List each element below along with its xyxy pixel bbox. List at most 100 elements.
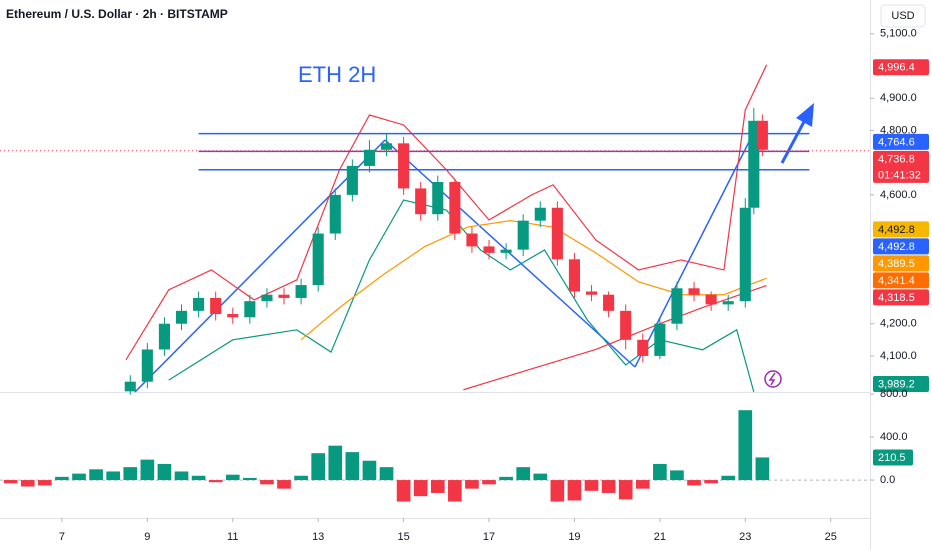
candle-body (603, 294, 615, 311)
y-tick-label: 4,200.0 (880, 318, 917, 330)
candle-body (227, 314, 239, 318)
y-tick-label: 4,900.0 (880, 92, 917, 104)
histogram-bar (225, 474, 240, 481)
price-label: 3,989.2 (878, 378, 915, 390)
candle-body (500, 249, 512, 253)
candle-body (756, 120, 768, 150)
x-tick-label: 17 (483, 531, 495, 543)
candle-body (483, 246, 495, 253)
histogram-bar (38, 480, 52, 486)
histogram-bar (430, 480, 445, 493)
candle-body (244, 301, 256, 318)
arrow-shaft (780, 117, 808, 164)
histogram-bar (670, 470, 684, 481)
x-tick-label: 21 (654, 531, 666, 543)
icon-circle (764, 370, 782, 388)
x-tick-label: 9 (144, 531, 150, 543)
candle-body (748, 120, 760, 208)
trendline (134, 139, 386, 393)
histogram-bar (294, 475, 308, 481)
y-tick-label: 0.0 (880, 474, 895, 486)
currency-button[interactable] (880, 4, 926, 28)
histogram-bar (123, 467, 138, 481)
trendline (384, 139, 636, 368)
last-value-box (873, 449, 913, 466)
histogram-bar (465, 480, 479, 489)
histogram-bar (89, 469, 103, 481)
x-tick-label: 13 (312, 531, 324, 543)
histogram-bar (721, 475, 736, 481)
price-label-box (873, 376, 929, 392)
currency[interactable]: USD (891, 10, 914, 22)
histogram-bar (635, 480, 650, 489)
histogram-bar (311, 453, 326, 481)
candle-body (705, 294, 717, 305)
candle-body (158, 323, 170, 350)
candle-body (654, 323, 666, 356)
histogram-bar (413, 480, 428, 497)
histogram-bar (482, 480, 496, 485)
candle-body (295, 285, 307, 298)
x-tick-label: 19 (568, 531, 580, 543)
histogram-bar (20, 480, 35, 487)
last-value-label: 210.5 (878, 452, 906, 464)
candle-body (620, 310, 632, 340)
histogram-bar (191, 475, 206, 481)
price-label-box (873, 255, 929, 272)
histogram-bar (260, 480, 274, 485)
histogram-bar (157, 463, 172, 481)
overlay-line (125, 64, 768, 361)
arrow (780, 103, 814, 164)
histogram-bar (208, 480, 223, 483)
price-label: 4,492.8 (878, 224, 915, 236)
candle-body (671, 288, 683, 324)
histogram-bar (499, 476, 513, 481)
candle-body (312, 233, 324, 286)
overlay-line (168, 199, 755, 393)
y-tick-label: 4,600.0 (880, 189, 917, 201)
histogram-bar (687, 480, 701, 486)
candle-body (722, 301, 734, 305)
candle-body (568, 259, 580, 292)
candle-body (380, 143, 393, 150)
candle-body (466, 233, 478, 247)
histogram-bar (755, 457, 770, 481)
histogram-bar (362, 460, 377, 481)
x-tick-label: 11 (227, 531, 238, 543)
price-label: 4,341.4 (878, 275, 915, 287)
candle-body (398, 143, 410, 189)
candle-body (585, 291, 598, 295)
histogram-bar (243, 477, 257, 481)
price-label: 4,996.4 (878, 62, 915, 74)
candle-body (124, 381, 136, 392)
price-label: 4,492.8 (878, 241, 915, 253)
price-label: 4,736.8 (878, 153, 915, 165)
histogram-bar (618, 480, 633, 500)
histogram-bar (379, 467, 394, 481)
candle-body (415, 188, 427, 215)
histogram-bar (72, 473, 86, 481)
histogram-bar (140, 459, 155, 481)
histogram-bar (601, 480, 616, 493)
candle-body (329, 194, 341, 234)
histogram-bar (533, 473, 548, 481)
histogram-bar (550, 480, 565, 502)
y-tick-label: 4,800.0 (880, 124, 917, 136)
histogram-bar (345, 452, 360, 481)
candle-body (261, 294, 273, 302)
candle-body (551, 207, 563, 260)
histogram-bar (328, 445, 343, 481)
histogram-bar (584, 480, 599, 491)
candle-body (193, 297, 205, 311)
price-label-box (873, 59, 929, 76)
price-label-box (873, 272, 929, 289)
histogram-bar (3, 480, 18, 484)
x-tick-label: 25 (825, 531, 837, 543)
histogram-bar (396, 480, 411, 502)
y-tick-label: 5,100.0 (880, 28, 917, 40)
lightning-icon (764, 370, 782, 388)
histogram-bar (567, 480, 582, 501)
countdown: 01:41:32 (878, 169, 921, 181)
